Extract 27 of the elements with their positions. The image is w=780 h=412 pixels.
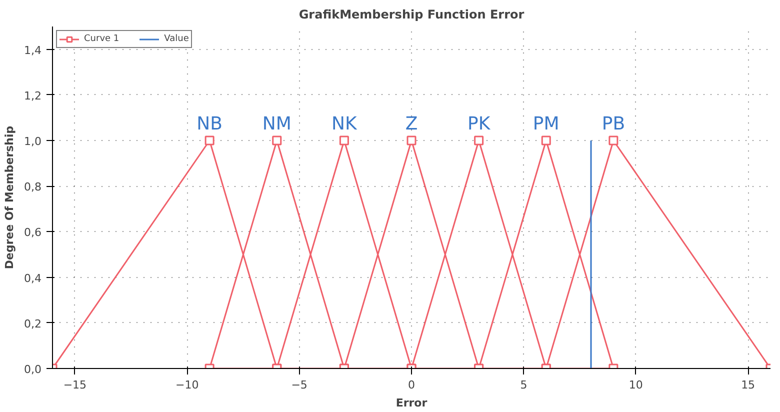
y-axis-title: Degree Of Membership [3,126,16,270]
y-tick-label: 1,2 [24,89,42,102]
x-tick-label: 10 [628,378,643,392]
x-tick-label: −5 [291,378,308,392]
y-tick-label: 0,6 [24,226,42,240]
annotation: NB [196,114,222,134]
x-tick-label: 0 [408,378,415,392]
x-tick-label: 15 [741,378,756,392]
x-tick-label: 5 [520,378,528,392]
x-tick-label: −15 [63,378,87,392]
y-tick-label: 0,8 [24,180,42,194]
annotation: NM [262,114,292,134]
y-tick-label: 1,0 [24,135,42,148]
annotation: PK [467,114,492,134]
legend-label: Curve 1 [84,33,120,45]
y-tick-label: 0,4 [24,272,42,285]
x-axis-title: Error [396,396,428,410]
annotation: NK [332,114,358,134]
annotation: Z [405,114,418,134]
y-tick-label: 0,0 [24,363,42,376]
chart-title: GrafikMembership Function Error [298,8,524,22]
annotation: PB [602,114,626,134]
x-tick-label: −10 [176,378,199,392]
annotation: PM [532,114,560,134]
y-tick-label: 0,2 [24,317,42,330]
y-tick-label: 1,4 [24,44,42,57]
legend-label: Value [164,33,189,45]
